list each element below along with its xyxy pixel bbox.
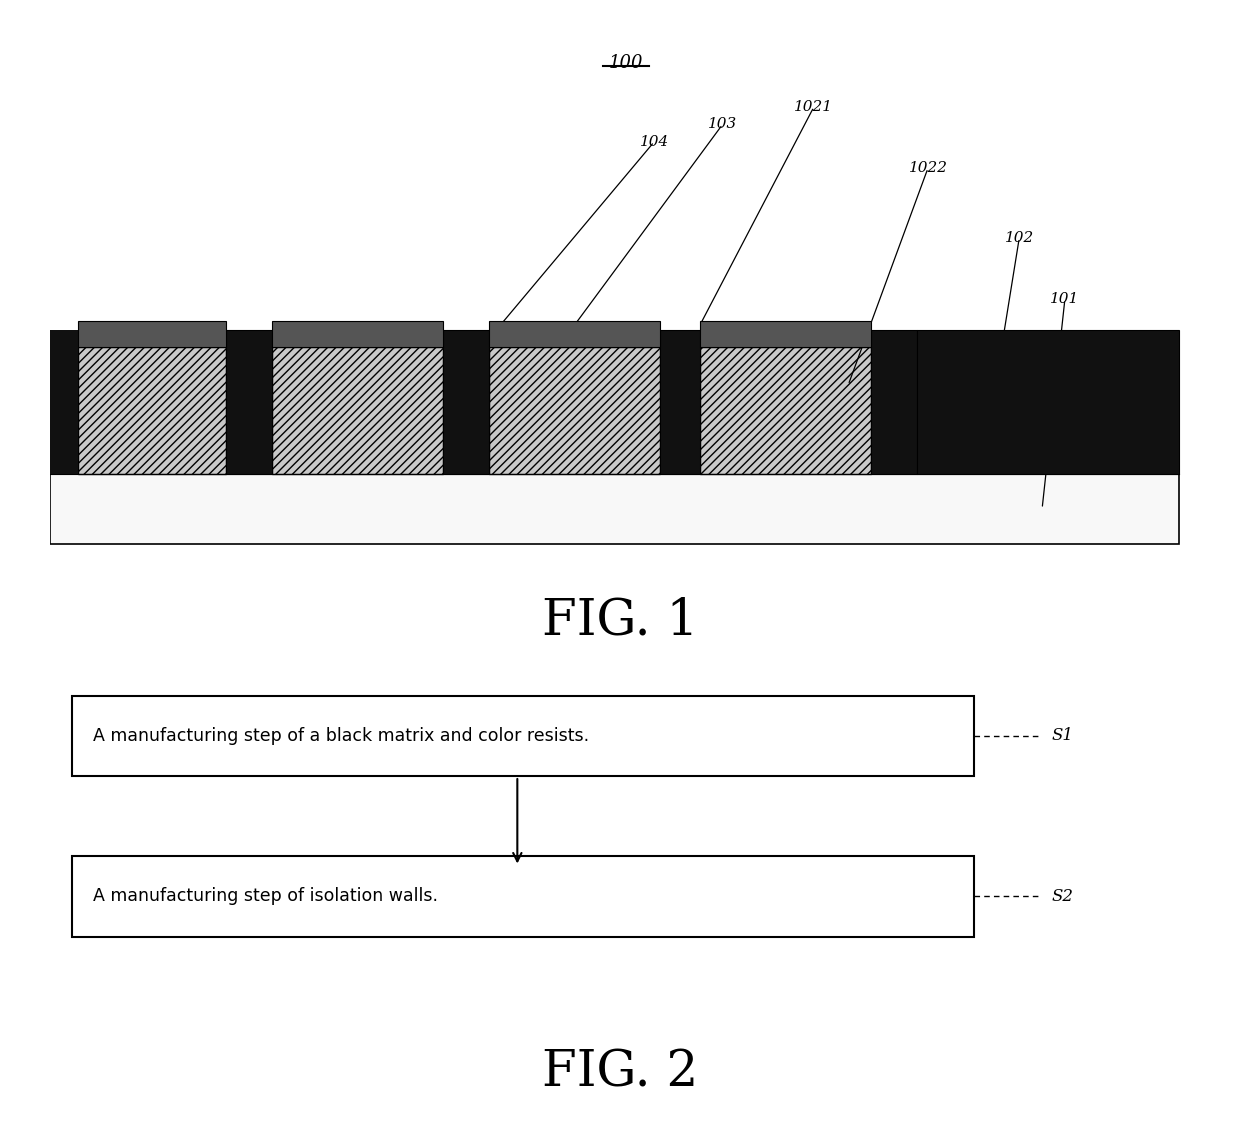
Bar: [699, 321, 870, 348]
Bar: [50, 329, 78, 474]
Bar: [870, 329, 916, 474]
Text: A manufacturing step of a black matrix and color resists.: A manufacturing step of a black matrix a…: [93, 727, 589, 744]
Bar: [50, 426, 1179, 474]
Bar: [272, 321, 443, 348]
Polygon shape: [272, 348, 443, 474]
Text: 102: 102: [1004, 231, 1034, 245]
Polygon shape: [699, 348, 870, 474]
Text: S2: S2: [1052, 888, 1074, 905]
Text: 100: 100: [609, 55, 644, 72]
Bar: [660, 329, 699, 474]
Text: 104: 104: [640, 135, 668, 148]
Bar: [72, 695, 973, 776]
Bar: [916, 329, 1179, 474]
Bar: [50, 474, 1179, 544]
Text: S1: S1: [1052, 727, 1074, 744]
Bar: [443, 329, 489, 474]
Text: A manufacturing step of isolation walls.: A manufacturing step of isolation walls.: [93, 888, 438, 905]
Polygon shape: [489, 348, 660, 474]
Text: 103: 103: [708, 117, 738, 131]
Text: 1022: 1022: [909, 161, 947, 174]
Bar: [227, 329, 272, 474]
Bar: [72, 856, 973, 937]
Bar: [78, 321, 227, 348]
Bar: [489, 321, 660, 348]
Text: FIG. 2: FIG. 2: [542, 1048, 698, 1097]
Polygon shape: [78, 348, 227, 474]
Text: FIG. 1: FIG. 1: [542, 596, 698, 645]
Text: 1021: 1021: [795, 100, 833, 114]
Text: 101: 101: [1050, 292, 1080, 306]
